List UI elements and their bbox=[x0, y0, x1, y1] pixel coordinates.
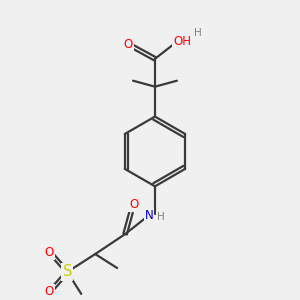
Text: O: O bbox=[124, 38, 133, 51]
Text: O: O bbox=[129, 198, 139, 211]
Text: N: N bbox=[145, 209, 153, 222]
Text: OH: OH bbox=[173, 35, 191, 48]
Text: O: O bbox=[45, 246, 54, 259]
Text: H: H bbox=[194, 28, 202, 38]
Text: H: H bbox=[157, 212, 165, 222]
Text: O: O bbox=[45, 285, 54, 298]
Text: S: S bbox=[63, 265, 72, 280]
